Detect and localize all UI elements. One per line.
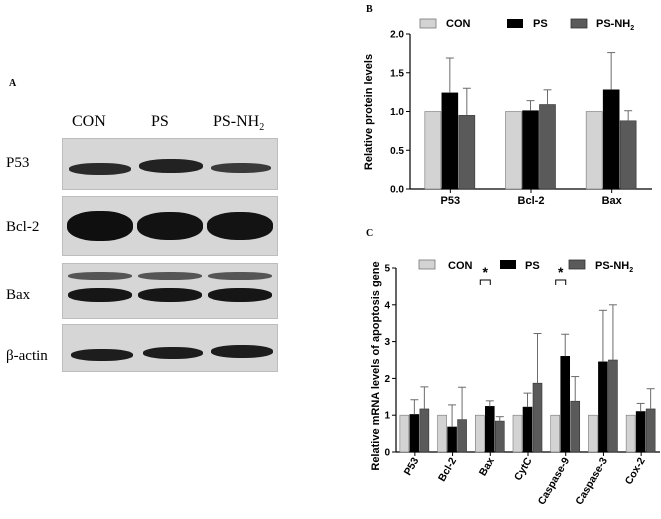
c-bar-con xyxy=(475,415,484,452)
c-bar-psnh2 xyxy=(646,409,655,452)
c-bar-con xyxy=(588,415,597,452)
legend-c-swatch-psnh2 xyxy=(569,260,585,269)
legend-c-con: CON xyxy=(448,260,473,272)
c-bar-psnh2 xyxy=(420,409,429,452)
c-significance-star: * xyxy=(483,264,489,280)
c-ytick-label: 4 xyxy=(384,300,390,311)
c-bar-con xyxy=(513,415,522,452)
c-bar-ps xyxy=(561,356,570,452)
c-ytick-label: 5 xyxy=(384,264,390,275)
c-bar-con xyxy=(400,415,409,452)
c-bar-psnh2 xyxy=(495,421,504,452)
c-bar-ps xyxy=(598,362,607,452)
c-ytick-label: 0 xyxy=(384,448,390,459)
c-xtick-label: Bax xyxy=(477,455,497,478)
c-bar-psnh2 xyxy=(458,420,467,452)
c-bar-ps xyxy=(523,407,532,452)
c-significance-star: * xyxy=(558,264,564,280)
c-significance-bracket xyxy=(556,280,566,285)
c-bar-con xyxy=(626,415,635,452)
c-bar-psnh2 xyxy=(571,401,580,452)
c-ytick-label: 2 xyxy=(384,374,390,385)
c-ytick-label: 3 xyxy=(384,337,390,348)
c-xtick-label: Caspase-9 xyxy=(536,455,573,507)
c-bar-ps xyxy=(485,406,494,452)
c-xtick-label: CytC xyxy=(512,455,535,483)
c-bar-con xyxy=(551,415,560,452)
legend-c-swatch-ps xyxy=(500,260,516,269)
legend-c-swatch-con xyxy=(419,260,435,269)
c-bar-psnh2 xyxy=(533,383,542,452)
c-xtick-label: P53 xyxy=(402,455,422,477)
c-xtick-label: Bcl-2 xyxy=(436,455,459,483)
c-xtick-label: Cox-2 xyxy=(623,455,648,486)
legend-c-psnh2: PS-NH2 xyxy=(595,260,633,274)
chart-c-ylabel: Relative mRNA levels of apoptosis gene xyxy=(370,261,382,470)
c-bar-ps xyxy=(410,414,419,452)
c-bar-psnh2 xyxy=(608,360,617,452)
c-bar-con xyxy=(438,415,447,452)
c-significance-bracket xyxy=(480,280,490,285)
c-ytick-label: 1 xyxy=(384,411,390,422)
legend-c-ps: PS xyxy=(525,260,540,272)
c-bar-ps xyxy=(448,427,457,452)
c-bar-ps xyxy=(636,412,645,452)
c-xtick-label: Caspase-3 xyxy=(573,455,610,507)
